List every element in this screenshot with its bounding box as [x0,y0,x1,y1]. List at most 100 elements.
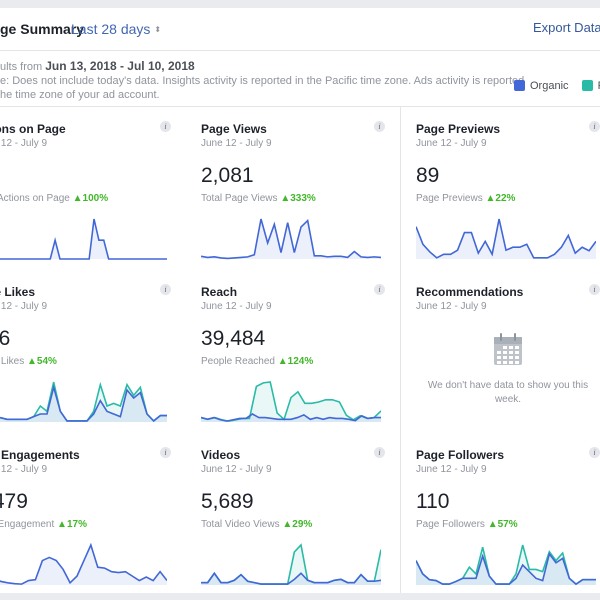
card-date-range: June 12 - July 9 [201,301,272,312]
card-date-range: June 12 - July 9 [416,464,487,475]
info-icon[interactable]: i [374,284,385,295]
card-page-previews[interactable]: Page Previews i June 12 - July 9 89 Page Pre… [401,107,600,271]
card-date-range: June 12 - July 9 [416,138,487,149]
summary-header: ge Summary Last 28 days⬍ Export Data⇩ [0,8,600,51]
results-info: ults from Jun 13, 2018 - Jul 10, 2018 e:… [0,59,524,102]
organic-series-line [0,219,167,259]
card-title: ge Likes [0,285,35,299]
card-page-likes[interactable]: ge Likes i ne 12 - July 9 06 ge Likes ▲54% [0,270,187,434]
change-badge: ▲29% [282,519,312,530]
change-badge: ▲124% [278,356,313,367]
metric-caption: ge Likes [0,356,24,367]
empty-state-text: We don't have data to show you this week… [401,379,600,407]
card-title: Page Followers [416,448,504,462]
metric-value: 5,689 [201,490,254,514]
metric-value: 39,484 [201,327,265,351]
legend-item-paid: Pa [582,80,600,92]
card-post-engagements[interactable]: st Engagements i ne 12 - July 9 ,479 st Enga… [0,433,187,597]
change-badge: ▲17% [57,519,87,530]
card-title: st Engagements [0,448,80,462]
info-icon[interactable]: i [160,447,171,458]
metric-value: ,479 [0,490,28,514]
card-videos[interactable]: Videos i June 12 - July 9 5,689 Total Video … [186,433,401,597]
results-range: Jun 13, 2018 - Jul 10, 2018 [45,59,194,73]
card-date-range: ne 12 - July 9 [0,301,47,312]
change-badge: ▲57% [488,519,518,530]
paid-series-area [201,382,381,422]
export-data-label: Export Data [533,20,600,35]
sort-caret-icon: ⬍ [154,25,161,34]
metric-label: ge Likes ▲54% [0,356,57,367]
card-title: Reach [201,285,237,299]
card-reach[interactable]: Reach i June 12 - July 9 39,484 People Reach… [186,270,401,434]
card-recommendations[interactable]: Recommendations i June 12 - July 9 We don'… [401,270,600,434]
metric-label: al Actions on Page ▲100% [0,193,108,204]
metric-value: 110 [416,490,449,514]
metric-caption: al Actions on Page [0,193,70,204]
sparkline-chart [416,543,596,587]
card-page-views[interactable]: Page Views i June 12 - July 9 2,081 Total Pa… [186,107,401,271]
sparkline-chart [201,217,381,261]
info-icon[interactable]: i [589,284,600,295]
card-title: Page Views [201,122,267,136]
page-summary-panel: ge Summary Last 28 days⬍ Export Data⇩ ul… [0,8,600,598]
metric-label: Total Video Views ▲29% [201,519,312,530]
organic-series-area [416,554,596,585]
metric-label: st Engagement ▲17% [0,519,87,530]
empty-state: We don't have data to show you this week… [401,332,600,407]
metric-caption: Total Page Views [201,193,278,204]
legend-label: Organic [530,80,569,92]
card-title: Recommendations [416,285,523,299]
sparkline-chart [201,380,381,424]
calendar-icon [493,332,523,366]
metric-value: 06 [0,327,10,351]
card-date-range: June 12 - July 9 [201,138,272,149]
metric-label: People Reached ▲124% [201,356,313,367]
metric-caption: Page Previews [416,193,483,204]
metric-caption: People Reached [201,356,275,367]
change-badge: ▲100% [73,193,108,204]
metric-value: 2,081 [201,164,254,188]
card-date-range: June 12 - July 9 [416,301,487,312]
sparkline-chart [201,543,381,587]
info-icon[interactable]: i [160,284,171,295]
metric-caption: Page Followers [416,519,485,530]
card-page-followers[interactable]: Page Followers i June 12 - July 9 110 Page F… [401,433,600,597]
results-range-line: ults from Jun 13, 2018 - Jul 10, 2018 [0,59,524,74]
card-title: Page Previews [416,122,500,136]
date-range-dropdown[interactable]: Last 28 days ⬍ [71,21,161,37]
metric-label: Total Page Views ▲333% [201,193,316,204]
info-icon[interactable]: i [374,447,385,458]
info-icon[interactable]: i [589,447,600,458]
metric-value: 89 [416,164,439,188]
card-date-range: ne 12 - July 9 [0,138,47,149]
card-date-range: June 12 - July 9 [201,464,272,475]
metric-caption: Total Video Views [201,519,280,530]
metric-label: Page Followers ▲57% [416,519,518,530]
change-badge: ▲22% [485,193,515,204]
change-badge: ▲54% [27,356,57,367]
card-actions-on-page[interactable]: tions on Page i ne 12 - July 9 al Actions o… [0,107,187,271]
metrics-grid: tions on Pageine 12 - July 9al Actions o… [0,106,600,107]
card-date-range: ne 12 - July 9 [0,464,47,475]
results-prefix: ults from [0,61,45,73]
paid-swatch [582,80,593,91]
metric-caption: st Engagement [0,519,54,530]
info-icon[interactable]: i [589,121,600,132]
results-note-line-2: he time zone of your ad account. [0,88,524,102]
page-background [0,593,600,600]
export-data-button[interactable]: Export Data⇩ [533,20,600,35]
legend-item-organic: Organic [514,80,569,92]
results-note-line: e: Does not include today's data. Insigh… [0,74,524,88]
organic-swatch [514,80,525,91]
sparkline-chart [0,217,167,261]
card-title: tions on Page [0,122,66,136]
sparkline-chart [0,380,167,424]
metric-label: Page Previews ▲22% [416,193,515,204]
organic-series-area [0,219,167,259]
info-icon[interactable]: i [160,121,171,132]
info-icon[interactable]: i [374,121,385,132]
card-title: Videos [201,448,240,462]
chart-legend: Organic Pa [514,80,600,92]
date-range-label: Last 28 days [71,21,150,37]
